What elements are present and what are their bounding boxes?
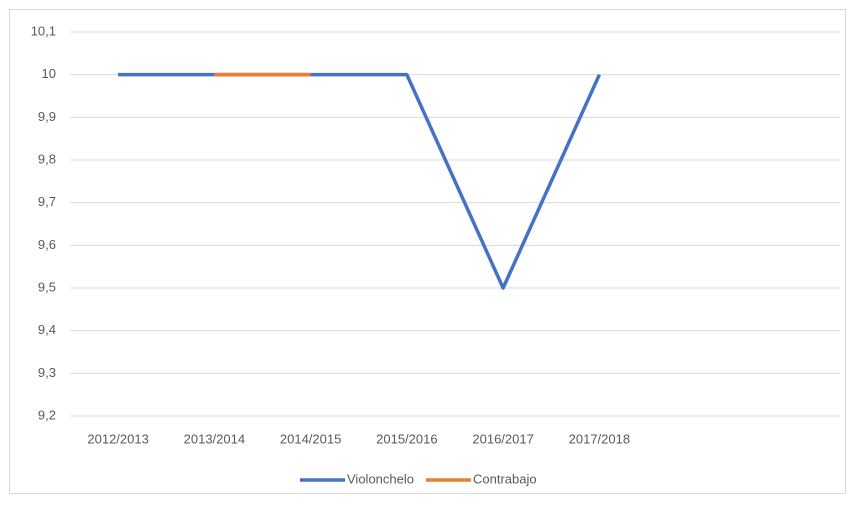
y-tick-label: 9,2 [38, 407, 56, 422]
chart-border [9, 9, 846, 494]
x-tick-label: 2013/2014 [184, 431, 245, 446]
y-tick-label: 9,8 [38, 151, 56, 166]
x-tick-label: 2015/2016 [376, 431, 437, 446]
legend-label: Violonchelo [347, 471, 414, 486]
y-tick-label: 10 [42, 66, 56, 81]
y-tick-label: 9,5 [38, 279, 56, 294]
x-tick-label: 2017/2018 [569, 431, 630, 446]
y-tick-label: 10,1 [31, 23, 56, 38]
line-series [118, 72, 601, 290]
x-tick-label: 2012/2013 [87, 431, 148, 446]
legend-label: Contrabajo [473, 471, 537, 486]
y-tick-label: 9,7 [38, 194, 56, 209]
y-tick-label: 9,9 [38, 109, 56, 124]
x-tick-label: 2016/2017 [472, 431, 533, 446]
y-tick-label: 9,6 [38, 237, 56, 252]
y-tick-label: 9,3 [38, 365, 56, 380]
x-tick-label: 2014/2015 [280, 431, 341, 446]
y-tick-label: 9,4 [38, 322, 56, 337]
